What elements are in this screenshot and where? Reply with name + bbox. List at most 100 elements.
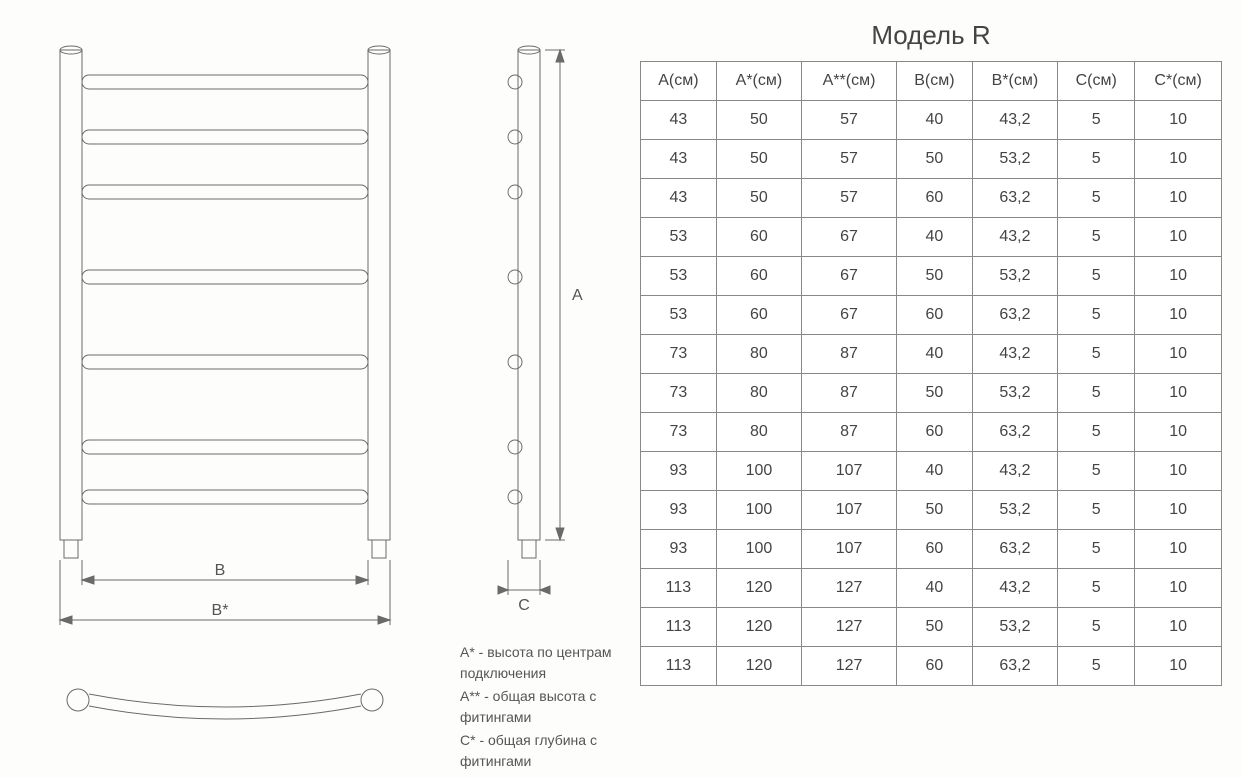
table-cell: 60 (897, 530, 973, 569)
table-cell: 127 (802, 569, 897, 608)
table-cell: 53 (641, 296, 717, 335)
table-row: 1131201275053,2510 (641, 608, 1222, 647)
table-row: 7380874043,2510 (641, 335, 1222, 374)
table-cell: 93 (641, 491, 717, 530)
table-cell: 40 (897, 101, 973, 140)
table-cell: 50 (897, 140, 973, 179)
page-title: Модель R (640, 20, 1222, 51)
table-header-cell: C*(см) (1135, 62, 1222, 101)
table-cell: 120 (716, 569, 801, 608)
table-cell: 53,2 (972, 140, 1057, 179)
table-cell: 40 (897, 218, 973, 257)
table-cell: 63,2 (972, 179, 1057, 218)
table-header-cell: B*(см) (972, 62, 1057, 101)
dim-label-bstar: B* (212, 602, 229, 619)
table-cell: 10 (1135, 335, 1222, 374)
table-cell: 10 (1135, 452, 1222, 491)
dim-label-a: A (572, 287, 583, 304)
table-row: 1131201276063,2510 (641, 647, 1222, 686)
table-row: 1131201274043,2510 (641, 569, 1222, 608)
table-cell: 60 (897, 179, 973, 218)
table-cell: 60 (716, 296, 801, 335)
table-cell: 40 (897, 335, 973, 374)
spec-table: A(см)A*(см)A**(см)B(см)B*(см)C(см)C*(см)… (640, 61, 1222, 686)
table-cell: 127 (802, 608, 897, 647)
table-cell: 87 (802, 374, 897, 413)
table-cell: 50 (716, 140, 801, 179)
table-body: 4350574043,25104350575053,25104350576063… (641, 101, 1222, 686)
table-cell: 10 (1135, 608, 1222, 647)
table-cell: 10 (1135, 647, 1222, 686)
table-cell: 40 (897, 569, 973, 608)
table-cell: 5 (1058, 335, 1135, 374)
table-cell: 60 (716, 218, 801, 257)
table-cell: 43,2 (972, 569, 1057, 608)
table-cell: 5 (1058, 647, 1135, 686)
table-cell: 57 (802, 140, 897, 179)
table-cell: 50 (716, 101, 801, 140)
table-row: 4350574043,2510 (641, 101, 1222, 140)
table-cell: 10 (1135, 374, 1222, 413)
table-cell: 10 (1135, 101, 1222, 140)
table-row: 5360675053,2510 (641, 257, 1222, 296)
table-cell: 87 (802, 413, 897, 452)
table-cell: 5 (1058, 179, 1135, 218)
table-cell: 107 (802, 491, 897, 530)
table-cell: 113 (641, 608, 717, 647)
table-cell: 113 (641, 647, 717, 686)
legend-a-star: A* - высота по центрам подключения (460, 642, 650, 684)
table-cell: 10 (1135, 413, 1222, 452)
table-cell: 127 (802, 647, 897, 686)
table-cell: 67 (802, 257, 897, 296)
table-row: 7380876063,2510 (641, 413, 1222, 452)
table-cell: 43,2 (972, 218, 1057, 257)
table-cell: 113 (641, 569, 717, 608)
table-header-row: A(см)A*(см)A**(см)B(см)B*(см)C(см)C*(см) (641, 62, 1222, 101)
table-cell: 53,2 (972, 374, 1057, 413)
table-cell: 43 (641, 101, 717, 140)
table-cell: 43 (641, 140, 717, 179)
table-cell: 53,2 (972, 608, 1057, 647)
table-row: 931001076063,2510 (641, 530, 1222, 569)
table-cell: 80 (716, 413, 801, 452)
table-cell: 63,2 (972, 296, 1057, 335)
table-cell: 73 (641, 335, 717, 374)
table-cell: 10 (1135, 218, 1222, 257)
table-cell: 50 (897, 608, 973, 647)
table-cell: 107 (802, 530, 897, 569)
table-row: 5360676063,2510 (641, 296, 1222, 335)
table-cell: 43,2 (972, 452, 1057, 491)
table-cell: 10 (1135, 491, 1222, 530)
table-cell: 57 (802, 101, 897, 140)
table-cell: 53,2 (972, 491, 1057, 530)
table-cell: 5 (1058, 101, 1135, 140)
table-cell: 107 (802, 452, 897, 491)
table-cell: 50 (897, 491, 973, 530)
table-cell: 100 (716, 452, 801, 491)
table-cell: 120 (716, 647, 801, 686)
table-cell: 5 (1058, 257, 1135, 296)
table-cell: 5 (1058, 491, 1135, 530)
table-cell: 60 (897, 296, 973, 335)
table-cell: 63,2 (972, 530, 1057, 569)
table-cell: 63,2 (972, 413, 1057, 452)
table-cell: 5 (1058, 608, 1135, 647)
table-cell: 73 (641, 413, 717, 452)
dim-label-b: B (215, 562, 226, 579)
table-cell: 60 (716, 257, 801, 296)
table-cell: 5 (1058, 452, 1135, 491)
table-cell: 50 (897, 257, 973, 296)
table-cell: 50 (897, 374, 973, 413)
table-cell: 100 (716, 530, 801, 569)
table-cell: 60 (897, 413, 973, 452)
table-cell: 10 (1135, 296, 1222, 335)
table-cell: 53,2 (972, 257, 1057, 296)
table-row: 7380875053,2510 (641, 374, 1222, 413)
table-cell: 10 (1135, 530, 1222, 569)
table-cell: 50 (716, 179, 801, 218)
table-header-cell: A*(см) (716, 62, 801, 101)
table-cell: 87 (802, 335, 897, 374)
table-cell: 5 (1058, 218, 1135, 257)
table-cell: 5 (1058, 530, 1135, 569)
right-column: Модель R A(см)A*(см)A**(см)B(см)B*(см)C(… (640, 20, 1222, 750)
